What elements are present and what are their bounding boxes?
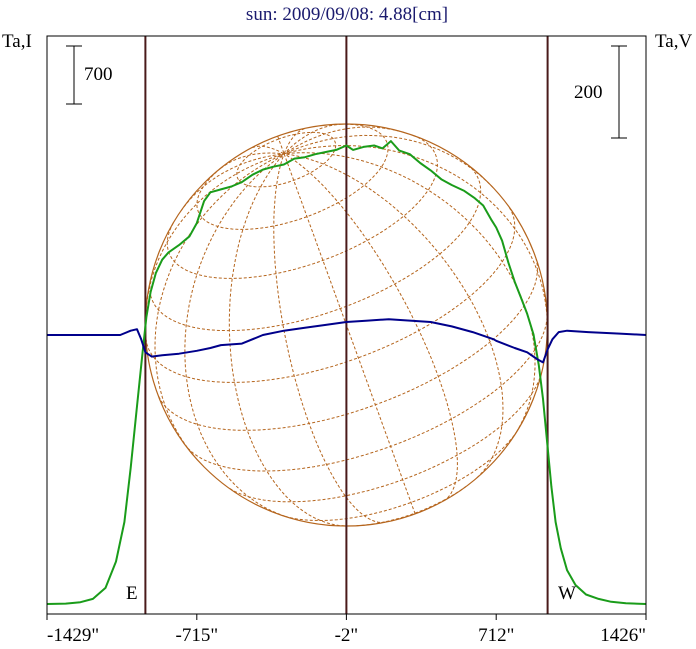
longitude-line [277,136,285,154]
vertical-guides [144,36,549,614]
latitude-line [187,317,548,472]
longitude-line [283,153,458,502]
latitude-line [158,259,538,431]
latitude-line [229,375,542,503]
left-axis-label: Ta,I [2,31,32,52]
chart-title: sun: 2009/09/08: 4.88[cm] [246,4,448,25]
longitude-line [283,126,400,155]
x-tick-label: 1426" [600,625,646,646]
longitude-line [154,153,285,456]
scale-bar-polarization-label: 200 [574,82,603,103]
longitude-line [145,153,285,314]
longitude-line [283,128,305,154]
longitude-line [273,153,386,524]
x-tick-label: -2" [335,625,359,646]
longitude-line [184,153,286,517]
scale-bar-intensity-label: 700 [84,64,113,85]
latitude-line [196,123,389,230]
latitude-line [356,484,468,527]
scale-bar-polarization [611,45,627,139]
x-tick-labels: -1429" -715" -2" 712" 1426" [46,614,647,646]
x-tick-label: -715" [176,625,219,646]
east-limb-label: E [126,583,138,604]
longitude-line [284,152,536,433]
x-tick-label: -1429" [47,625,99,646]
latitude-line [149,164,482,332]
series-layer [46,140,647,605]
longitude-line [283,145,548,327]
latitude-line [284,431,517,522]
longitude-line [283,134,494,188]
west-limb-label: W [558,583,576,604]
longitude-line [228,153,345,527]
longitude-line [180,153,285,212]
latitude-line [166,135,438,279]
latitude-line [145,206,516,383]
longitude-line [283,123,343,155]
right-axis-label: Ta,V [655,31,692,52]
scale-bar-intensity [66,45,82,105]
x-tick-label: 712" [478,625,514,646]
longitude-line [284,153,504,479]
longitude-line [220,152,285,169]
polarization-series-line [47,318,647,364]
longitude-line [251,145,285,155]
intensity-series-line [46,140,647,605]
longitude-line [283,153,416,514]
